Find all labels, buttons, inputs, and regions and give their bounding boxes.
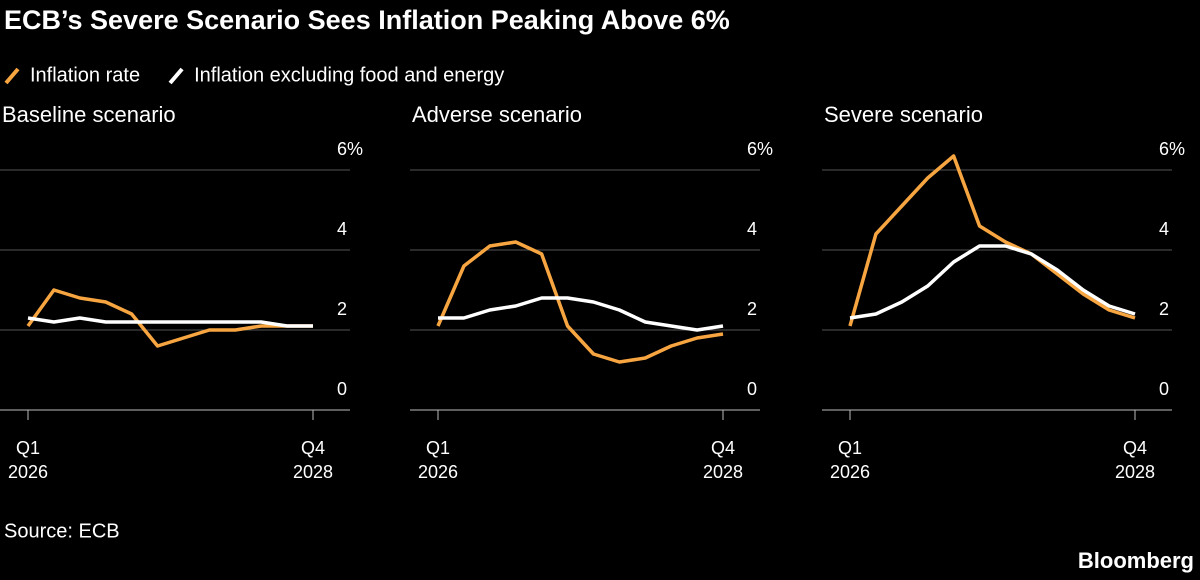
legend-label: Inflation excluding food and energy <box>194 64 504 86</box>
x-tick-label: Q1 2026 <box>417 438 459 482</box>
x-tick-label: Q4 2028 <box>702 438 744 482</box>
source: Source: ECB <box>4 520 120 542</box>
x-tick-label: Q4 2028 <box>1114 438 1156 482</box>
y-tick-label: 2 <box>747 299 757 319</box>
series-line <box>849 244 1136 320</box>
chart-title: ECB’s Severe Scenario Sees Inflation Pea… <box>4 5 730 35</box>
x-tick-label: Q1 2026 <box>829 438 871 482</box>
y-tick-label: 4 <box>337 219 347 239</box>
legend-swatch <box>168 67 184 85</box>
brand: Bloomberg <box>1078 548 1194 573</box>
y-tick-label: 0 <box>337 379 347 399</box>
series-line <box>27 316 313 328</box>
legend-swatch <box>4 67 20 85</box>
y-tick-label: 6% <box>1159 139 1185 159</box>
y-tick-label: 2 <box>1159 299 1169 319</box>
y-tick-label: 4 <box>1159 219 1169 239</box>
y-tick-label: 0 <box>1159 379 1169 399</box>
legend-label: Inflation rate <box>30 64 140 86</box>
y-tick-label: 6% <box>747 139 773 159</box>
series-line <box>26 288 313 348</box>
panel-title: Baseline scenario <box>2 102 176 127</box>
panel-title: Severe scenario <box>824 102 983 127</box>
y-tick-label: 4 <box>747 219 757 239</box>
series-line <box>848 154 1136 327</box>
series-line <box>436 240 724 364</box>
x-tick-label: Q1 2026 <box>7 438 49 482</box>
panel-title: Adverse scenario <box>412 102 582 127</box>
x-tick-label: Q4 2028 <box>292 438 334 482</box>
y-tick-label: 6% <box>337 139 363 159</box>
y-tick-label: 2 <box>337 299 347 319</box>
y-tick-label: 0 <box>747 379 757 399</box>
series-line <box>438 296 724 332</box>
